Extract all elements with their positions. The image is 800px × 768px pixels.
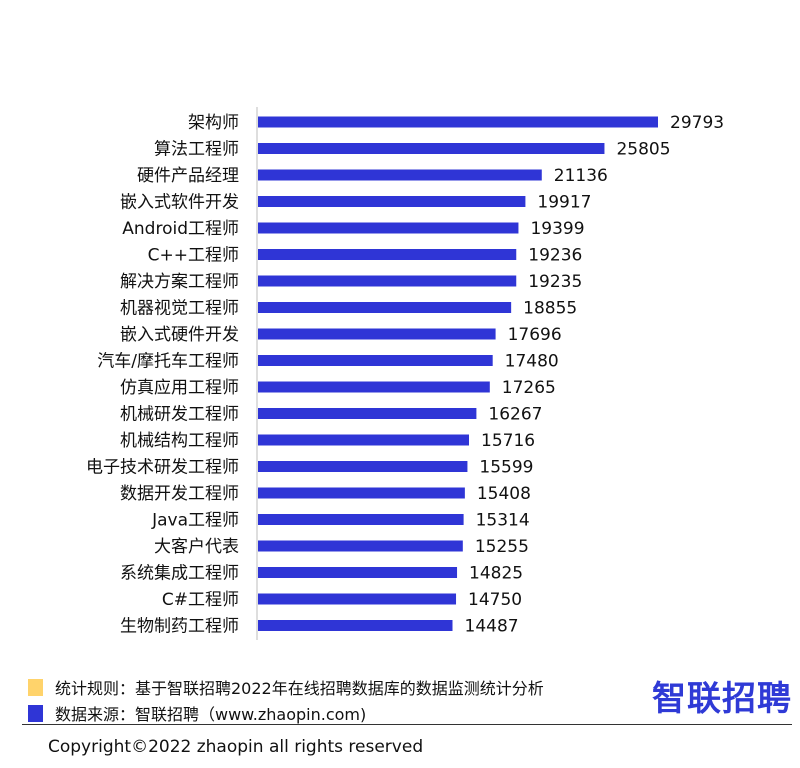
bar <box>258 169 542 181</box>
value-label: 19235 <box>528 272 582 292</box>
value-label: 25805 <box>616 140 670 160</box>
category-label: 解决方案工程师 <box>120 272 239 292</box>
chart-svg: 架构师 29793 算法工程师 25805 硬件产品经理 21136 嵌入式软件开发 1991… <box>86 107 724 640</box>
category-label: 生物制药工程师 <box>120 617 239 637</box>
bar-chart: 架构师 29793 算法工程师 25805 硬件产品经理 21136 嵌入式软件开发 1991… <box>86 107 724 640</box>
category-label: Java工程师 <box>151 511 239 531</box>
value-label: 15716 <box>481 431 535 451</box>
bar <box>258 143 605 154</box>
category-label: 电子技术研发工程师 <box>86 458 239 478</box>
category-label: 机器视觉工程师 <box>120 299 239 319</box>
value-label: 15599 <box>479 458 533 478</box>
bar <box>258 355 493 366</box>
bar <box>258 620 453 631</box>
bar <box>258 381 490 393</box>
value-label: 18855 <box>523 299 577 319</box>
category-label: C++工程师 <box>148 246 239 266</box>
bar <box>258 222 519 234</box>
bar <box>258 249 517 260</box>
bar <box>258 461 468 472</box>
category-label: 数据开发工程师 <box>120 484 239 504</box>
value-label: 15408 <box>477 484 531 504</box>
rule-text: 统计规则：基于智联招聘2022年在线招聘数据库的数据监测统计分析 <box>55 679 544 698</box>
value-label: 14750 <box>468 590 522 610</box>
value-label: 15314 <box>476 511 530 531</box>
category-label: 架构师 <box>188 113 239 133</box>
category-label: C#工程师 <box>162 590 239 610</box>
bar <box>258 593 457 605</box>
bar <box>258 567 458 578</box>
category-label: 大客户代表 <box>154 537 239 557</box>
value-label: 29793 <box>670 113 724 133</box>
category-label: 汽车/摩托车工程师 <box>97 352 239 372</box>
bar <box>258 434 470 446</box>
value-label: 16267 <box>488 405 542 425</box>
bar <box>258 302 512 313</box>
category-label: 系统集成工程师 <box>120 564 239 584</box>
category-label: 机械结构工程师 <box>120 431 239 451</box>
category-label: 嵌入式硬件开发 <box>120 325 239 345</box>
bar <box>258 514 464 525</box>
category-label: 仿真应用工程师 <box>120 378 239 398</box>
category-label: 机械研发工程师 <box>120 405 239 425</box>
value-label: 21136 <box>554 166 608 186</box>
value-label: 15255 <box>475 537 529 557</box>
value-label: 17265 <box>502 378 556 398</box>
copyright-text: Copyright©2022 zhaopin all rights reserv… <box>48 737 424 757</box>
value-label: 19236 <box>528 246 582 266</box>
value-label: 14825 <box>469 564 523 584</box>
category-label: Android工程师 <box>122 219 239 239</box>
category-label: 算法工程师 <box>154 140 239 160</box>
bar <box>258 487 465 499</box>
value-label: 17480 <box>505 352 559 372</box>
bar <box>258 328 496 340</box>
value-label: 19917 <box>537 193 591 213</box>
category-label: 硬件产品经理 <box>137 166 239 186</box>
value-label: 19399 <box>530 219 584 239</box>
source-text: 数据来源：智联招聘（www.zhaopin.com) <box>55 705 367 724</box>
rule-note: 统计规则：基于智联招聘2022年在线招聘数据库的数据监测统计分析 <box>28 675 544 699</box>
bar <box>258 196 526 207</box>
footer-divider <box>22 724 792 725</box>
value-label: 17696 <box>508 325 562 345</box>
zhaopin-logo: 智联招聘 <box>652 679 792 719</box>
bar <box>258 540 463 552</box>
bar <box>258 116 658 128</box>
bar <box>258 275 517 287</box>
value-label: 14487 <box>465 617 519 637</box>
category-label: 嵌入式软件开发 <box>120 193 239 213</box>
source-note: 数据来源：智联招聘（www.zhaopin.com) <box>28 701 366 725</box>
bar <box>258 408 477 419</box>
rule-swatch <box>28 678 43 696</box>
source-swatch <box>28 704 43 722</box>
